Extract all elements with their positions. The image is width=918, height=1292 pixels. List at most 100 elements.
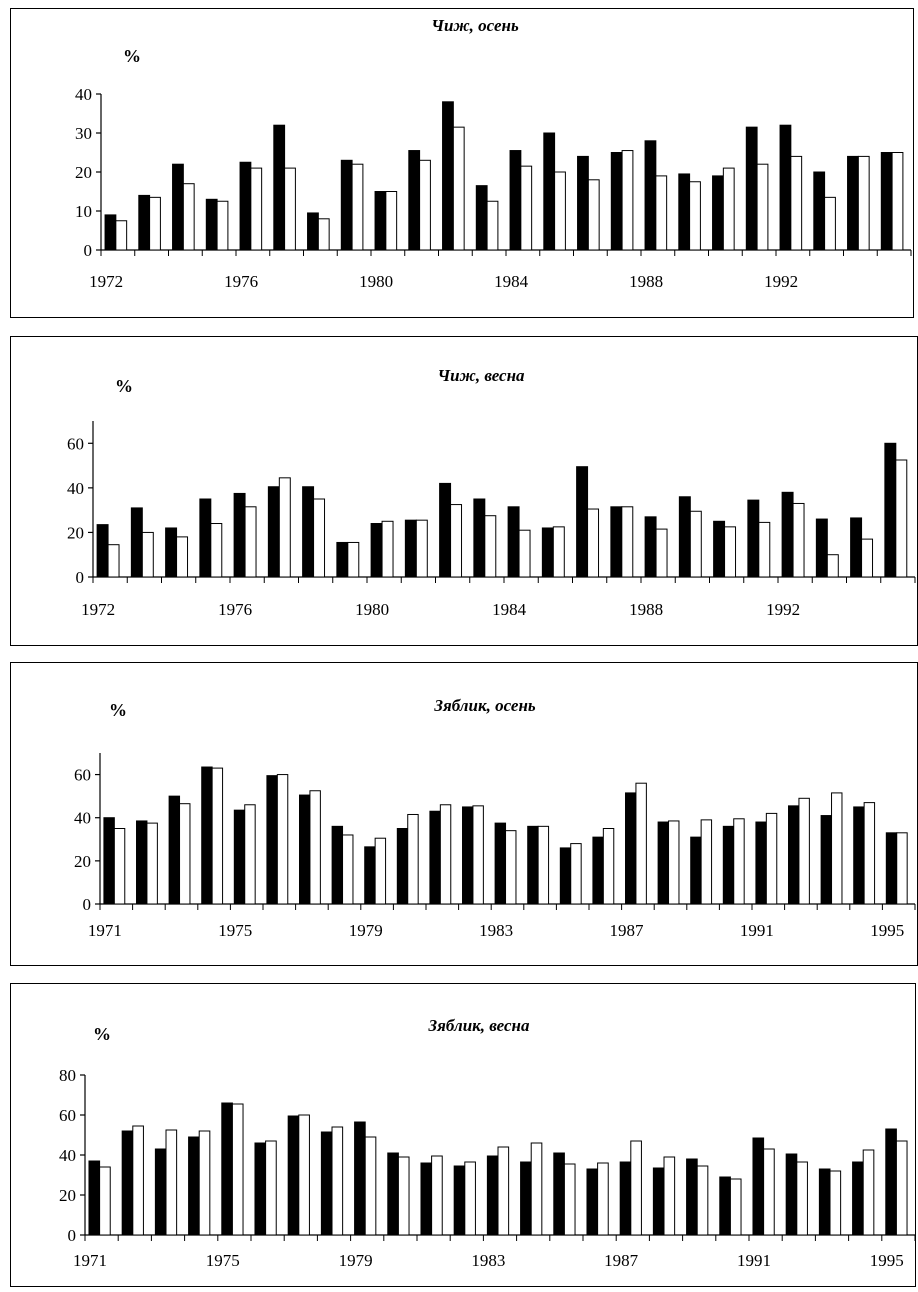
bar-series-1 bbox=[779, 124, 792, 251]
bar-series-2 bbox=[587, 508, 600, 578]
bar-series-1 bbox=[885, 832, 898, 905]
bar-series-1 bbox=[475, 185, 488, 251]
bar-series-2 bbox=[211, 767, 224, 905]
chart-panel-siskin-spring: Чиж, весна% 0 20 40 60 1972 1976 1980 1984 1988 19… bbox=[10, 336, 918, 646]
bar-series-2 bbox=[689, 510, 702, 578]
bar-series-2 bbox=[792, 502, 805, 578]
bar-series-1 bbox=[121, 1130, 134, 1236]
bar-series-2 bbox=[244, 506, 257, 578]
x-tick-label: 1995 bbox=[870, 921, 904, 940]
x-tick-label: 1971 bbox=[73, 1251, 107, 1270]
bar-series-1 bbox=[88, 1160, 101, 1236]
bar-series-2 bbox=[452, 126, 465, 251]
bar-series-1 bbox=[201, 766, 213, 905]
bar-series-1 bbox=[885, 1128, 897, 1236]
bar-series-1 bbox=[130, 507, 143, 578]
bar-series-1 bbox=[813, 171, 826, 251]
bar-series-2 bbox=[831, 792, 843, 905]
bar-series-2 bbox=[597, 1162, 609, 1236]
bar-series-1 bbox=[619, 1161, 632, 1236]
y-tick-label: 20 bbox=[74, 852, 91, 871]
bar-series-2 bbox=[630, 1140, 642, 1236]
bar-series-1 bbox=[520, 1161, 532, 1236]
y-tick-label: 40 bbox=[74, 809, 91, 828]
bar-series-1 bbox=[852, 1161, 864, 1236]
bar-series-2 bbox=[861, 538, 874, 578]
bar-series-1 bbox=[494, 822, 507, 905]
x-tick-label: 1983 bbox=[479, 921, 513, 940]
bar-series-2 bbox=[829, 1170, 842, 1236]
bar-series-1 bbox=[815, 518, 828, 578]
x-tick-label: 1988 bbox=[629, 272, 663, 291]
bar-series-2 bbox=[563, 1163, 576, 1236]
bar-series-2 bbox=[364, 1136, 377, 1236]
bar-series-2 bbox=[863, 802, 876, 905]
bar-series-2 bbox=[99, 1166, 111, 1236]
bar-series-1 bbox=[239, 161, 252, 251]
bar-series-2 bbox=[342, 834, 354, 905]
bar-series-2 bbox=[397, 1156, 410, 1236]
y-tick-label: 20 bbox=[59, 1186, 76, 1205]
bar-series-2 bbox=[765, 812, 778, 905]
x-tick-label: 1979 bbox=[349, 921, 383, 940]
bar-series-2 bbox=[115, 220, 128, 251]
bar-series-2 bbox=[419, 159, 431, 251]
bar-series-1 bbox=[527, 825, 539, 905]
chart-panel-siskin-autumn: Чиж, осень% 0 10 20 30 40 1972 1976 1980 1984 1988… bbox=[10, 8, 914, 318]
bar-series-1 bbox=[136, 820, 148, 905]
y-tick-label: 20 bbox=[75, 163, 92, 182]
bar-series-2 bbox=[146, 822, 158, 905]
bar-series-1 bbox=[553, 1152, 565, 1236]
bar-series-2 bbox=[182, 183, 195, 251]
bar-series-2 bbox=[484, 515, 497, 578]
bar-series-2 bbox=[798, 797, 810, 905]
bar-series-2 bbox=[655, 528, 668, 578]
bar-series-1 bbox=[713, 520, 726, 578]
x-tick-label: 1991 bbox=[737, 1251, 771, 1270]
bar-series-1 bbox=[404, 519, 417, 578]
bar-series-1 bbox=[103, 817, 115, 905]
bar-series-2 bbox=[891, 152, 904, 251]
bar-series-2 bbox=[464, 1161, 476, 1236]
y-tick-label: 0 bbox=[76, 568, 85, 587]
bar-series-1 bbox=[396, 828, 409, 905]
bar-series-2 bbox=[896, 832, 908, 905]
bar-series-1 bbox=[408, 150, 421, 251]
bar-series-1 bbox=[439, 482, 452, 578]
bar-series-1 bbox=[221, 1102, 233, 1236]
bar-series-1 bbox=[509, 150, 522, 251]
bar-series-1 bbox=[755, 821, 767, 905]
chart-chaffinch-autumn: Зяблик, осень% 0 20 40 60 1971 1975 1979 1983 198… bbox=[74, 696, 916, 940]
bar-series-1 bbox=[541, 527, 554, 578]
bar-series-1 bbox=[453, 1165, 466, 1236]
x-tick-label: 1984 bbox=[494, 272, 529, 291]
y-tick-label: 0 bbox=[83, 895, 92, 914]
bar-series-2 bbox=[733, 818, 745, 905]
bar-series-2 bbox=[431, 1155, 443, 1236]
bar-series-1 bbox=[267, 486, 280, 578]
bar-series-1 bbox=[507, 506, 520, 578]
bar-series-2 bbox=[486, 200, 499, 251]
bar-series-1 bbox=[576, 466, 589, 578]
bar-series-2 bbox=[530, 1142, 543, 1236]
y-axis-unit-label: % bbox=[93, 1024, 111, 1044]
bar-series-2 bbox=[756, 163, 769, 251]
bar-series-1 bbox=[657, 821, 670, 905]
bar-series-1 bbox=[610, 506, 623, 578]
bar-series-1 bbox=[307, 212, 319, 251]
bar-series-1 bbox=[745, 126, 758, 251]
bar-series-2 bbox=[621, 150, 634, 251]
bar-series-2 bbox=[276, 774, 289, 905]
bar-series-1 bbox=[233, 809, 246, 905]
bar-series-2 bbox=[472, 805, 484, 905]
bar-series-2 bbox=[826, 554, 839, 578]
y-tick-label: 0 bbox=[68, 1226, 77, 1245]
bar-series-2 bbox=[895, 459, 908, 578]
bar-series-1 bbox=[96, 524, 109, 578]
bar-series-1 bbox=[747, 499, 760, 578]
bar-series-1 bbox=[610, 152, 623, 251]
bar-series-1 bbox=[266, 775, 278, 905]
x-tick-label: 1976 bbox=[218, 600, 252, 619]
bar-series-1 bbox=[302, 486, 315, 578]
x-tick-label: 1992 bbox=[764, 272, 798, 291]
